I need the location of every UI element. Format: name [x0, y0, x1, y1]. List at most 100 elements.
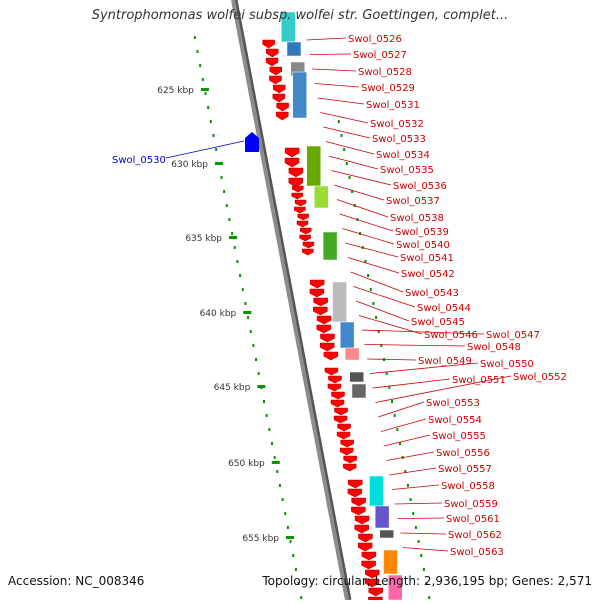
gene-arrow: [292, 185, 304, 193]
gene-label-35: Swol_0562: [448, 530, 502, 541]
gene-arrow: [327, 383, 342, 392]
gene-arrow: [316, 315, 332, 325]
gene-label-18: Swol_0544: [417, 303, 471, 314]
ruler-dot: [215, 148, 218, 151]
gene-label-8: Swol_0534: [376, 150, 430, 161]
gene-arrow: [309, 288, 325, 298]
gene-arrow: [358, 533, 373, 543]
ruler-dot: [270, 442, 273, 445]
gene-arrow: [291, 192, 303, 200]
gene-arrow: [297, 213, 309, 221]
ruler-dot: [286, 526, 289, 529]
gene-arrow: [351, 497, 366, 507]
ruler-label-5: 645 kbp: [214, 383, 251, 393]
gene-arrow: [276, 111, 289, 121]
track-dot: [372, 302, 375, 305]
ruler-dot: [278, 484, 281, 487]
gene-leader: [372, 378, 451, 389]
gene-leader: [339, 213, 394, 232]
gene-label-20: Swol_0546: [424, 330, 478, 341]
ruler-dot: [252, 344, 255, 347]
genome-summary-text: Topology: circular; Length: 2,936,195 bp…: [262, 574, 592, 588]
ruler-dot: [268, 428, 271, 431]
track-dot: [422, 568, 425, 571]
gene-label-17: Swol_0543: [405, 288, 459, 299]
gene-arrow: [342, 463, 357, 472]
gene-leader: [386, 451, 435, 461]
track-dot: [417, 540, 420, 543]
ruler-dot: [199, 64, 202, 67]
gene-arrow: [294, 199, 307, 207]
gene-leader: [367, 358, 417, 361]
gene-leader: [361, 329, 485, 335]
gene-label-21: Swol_0547: [486, 330, 540, 341]
ruler-dot: [204, 92, 207, 95]
feature-block: [349, 371, 364, 383]
gene-leader: [342, 228, 395, 245]
gene-arrow: [276, 102, 289, 112]
track-dot: [385, 372, 388, 375]
gene-arrow: [313, 297, 328, 307]
gene-leader: [336, 199, 389, 218]
gene-arrow: [347, 479, 363, 489]
gene-label-3: Swol_0528: [358, 67, 412, 78]
gene-arrow: [368, 587, 383, 597]
gene-label-30: Swol_0556: [436, 448, 490, 459]
gene-label-6: Swol_0532: [370, 119, 424, 130]
ruler-dot: [196, 50, 199, 53]
gene-arrow: [328, 375, 342, 384]
feature-block: [306, 145, 321, 187]
gene-arrow: [337, 423, 351, 432]
feature-block: [314, 185, 329, 209]
ruler-dot: [233, 246, 236, 249]
gene-arrow: [302, 248, 314, 256]
feature-block: [369, 475, 384, 507]
ruler-label-4: 640 kbp: [200, 309, 237, 319]
gene-leader: [356, 300, 410, 322]
ruler-dot: [300, 596, 303, 599]
gene-arrow: [309, 279, 325, 289]
gene-label-27: Swol_0553: [426, 398, 480, 409]
gene-leader: [334, 184, 385, 201]
feature-block: [383, 549, 398, 575]
gene-leader: [389, 467, 437, 476]
gene-label-29: Swol_0555: [432, 431, 486, 442]
gene-arrow: [336, 431, 351, 440]
gene-arrow: [288, 177, 304, 188]
gene-label-1: Swol_0526: [348, 34, 402, 45]
track-dot: [414, 526, 417, 529]
feature-block: [292, 71, 307, 119]
gene-arrow: [269, 66, 282, 76]
ruler-dot: [239, 274, 242, 277]
gene-label-2: Swol_0527: [353, 50, 407, 61]
gene-leader: [328, 155, 379, 170]
ruler-dot: [289, 540, 292, 543]
feature-block: [339, 321, 355, 349]
ruler-dot: [193, 36, 196, 39]
track-dot: [375, 316, 378, 319]
gene-arrow: [331, 391, 345, 400]
ruler-label-2: 630 kbp: [171, 160, 208, 170]
track-dot: [398, 442, 401, 445]
ruler-dot: [273, 456, 276, 459]
feature-block: [286, 41, 302, 57]
ruler-dot: [231, 232, 234, 235]
ruler-dot: [207, 106, 210, 109]
gene-arrow: [320, 333, 335, 343]
feature-block: [379, 529, 394, 539]
gene-arrow: [288, 167, 304, 178]
gene-leader: [402, 547, 449, 552]
ruler-dot: [297, 582, 300, 585]
gene-leader: [331, 170, 392, 186]
gene-arrow: [269, 75, 282, 85]
track-dot: [409, 498, 412, 501]
track-dot: [377, 330, 380, 333]
ruler-dot: [249, 330, 252, 333]
gene-label-15: Swol_0541: [400, 253, 454, 264]
ruler-tick: [257, 385, 266, 388]
gene-leader: [347, 257, 400, 274]
gene-label-10: Swol_0536: [393, 181, 447, 192]
gene-leader: [306, 37, 347, 41]
gene-leader: [378, 401, 425, 418]
